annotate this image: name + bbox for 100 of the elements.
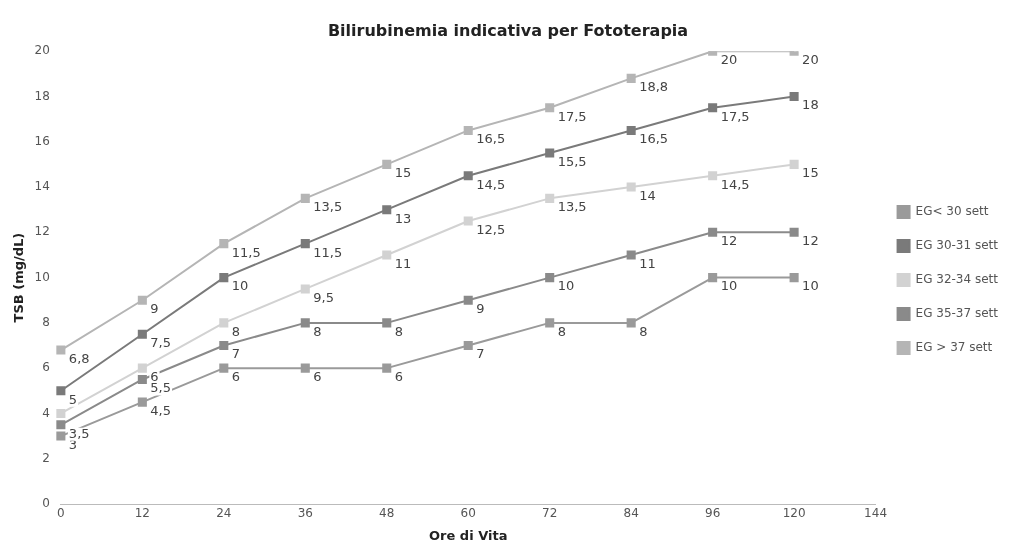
point — [708, 227, 718, 237]
y-tick-label: 6 — [42, 360, 50, 375]
x-tick-label: 12 — [134, 506, 150, 521]
point — [382, 250, 392, 260]
data-label: 20 — [802, 52, 819, 68]
data-label: 10 — [802, 278, 819, 294]
point — [545, 318, 555, 328]
point — [137, 329, 147, 339]
data-label: 3,5 — [68, 425, 90, 441]
data-label: 6 — [313, 369, 322, 385]
point — [219, 318, 229, 328]
data-label: 16,5 — [476, 131, 506, 147]
data-label: 15 — [394, 165, 412, 181]
y-tick-label: 14 — [34, 179, 50, 194]
point — [708, 171, 718, 181]
x-tick-label: 24 — [216, 506, 232, 521]
data-label: 8 — [313, 323, 322, 339]
point — [137, 397, 147, 407]
point — [789, 227, 799, 237]
x-axis-title: Ore di Vita — [429, 527, 508, 543]
x-tick-label: 48 — [379, 506, 395, 521]
point — [545, 193, 555, 203]
data-label: 14,5 — [476, 176, 506, 192]
data-label: 9,5 — [313, 289, 334, 305]
data-label: 5 — [68, 391, 78, 407]
data-label: 8 — [231, 323, 241, 339]
point — [137, 374, 147, 385]
point — [626, 125, 636, 135]
point — [137, 363, 147, 373]
y-tick-label: 16 — [34, 133, 50, 148]
point — [463, 125, 473, 135]
point — [382, 159, 392, 169]
point — [626, 318, 636, 328]
point — [56, 386, 66, 396]
point — [545, 273, 555, 283]
data-label: 11 — [639, 255, 656, 271]
data-label: 6 — [394, 369, 404, 385]
data-label: 6,8 — [68, 350, 90, 366]
point — [789, 91, 799, 102]
point — [626, 73, 636, 83]
data-label: 13,5 — [557, 199, 587, 215]
point — [219, 340, 229, 351]
data-label: 8 — [557, 323, 566, 339]
data-label: 12 — [720, 233, 738, 249]
chart-title: Bilirubinemia indicativa per Fototerapia — [327, 20, 689, 40]
legend-label: EG< 30 sett — [915, 204, 989, 219]
data-label: 13 — [394, 210, 412, 226]
point — [545, 103, 555, 113]
point — [300, 318, 310, 328]
x-tick-label: 36 — [297, 506, 313, 521]
y-tick-label: 2 — [42, 450, 50, 465]
x-tick-label: 60 — [460, 506, 476, 521]
data-label: 11,5 — [231, 244, 261, 260]
point — [789, 159, 799, 169]
point — [219, 239, 229, 249]
point — [708, 103, 718, 113]
point — [300, 363, 310, 373]
data-label: 10 — [231, 278, 249, 294]
data-label: 5,5 — [150, 380, 172, 396]
data-label: 15 — [802, 165, 819, 181]
point — [56, 345, 66, 355]
legend-label: EG 35-37 sett — [915, 306, 999, 321]
y-tick-label: 4 — [42, 405, 50, 420]
point — [463, 340, 473, 351]
y-tick-label: 8 — [42, 315, 50, 330]
data-label: 12 — [802, 233, 819, 249]
y-tick-label: 12 — [34, 224, 50, 239]
data-label: 15,5 — [557, 153, 587, 169]
data-label: 9 — [150, 301, 159, 317]
x-tick-label: 0 — [57, 506, 65, 521]
data-label: 9 — [476, 301, 485, 317]
data-label: 7,5 — [150, 335, 172, 351]
point — [626, 182, 636, 192]
point — [219, 363, 229, 373]
y-axis-title: TSB (mg/dL) — [11, 232, 27, 323]
y-tick-label: 18 — [34, 88, 50, 103]
data-label: 18 — [802, 97, 819, 113]
point — [382, 318, 392, 328]
data-label: 16,5 — [639, 131, 669, 147]
data-label: 12,5 — [476, 221, 506, 237]
point — [137, 295, 147, 305]
point — [463, 295, 473, 305]
data-label: 11,5 — [313, 244, 343, 260]
data-label: 17,5 — [557, 108, 587, 124]
point — [545, 148, 555, 158]
point — [626, 250, 636, 260]
point — [300, 193, 310, 203]
y-tick-label: 10 — [34, 269, 50, 284]
data-label: 17,5 — [720, 108, 750, 124]
x-tick-label: 72 — [542, 506, 558, 521]
data-label: 14,5 — [720, 176, 750, 192]
data-label: 10 — [720, 278, 738, 294]
point — [56, 420, 66, 430]
point — [300, 239, 310, 249]
point — [300, 284, 310, 294]
data-label: 14 — [639, 187, 656, 203]
x-tick-label: 84 — [623, 506, 639, 521]
data-label: 8 — [639, 323, 648, 339]
y-tick-label: 0 — [42, 496, 50, 511]
point — [382, 363, 392, 373]
